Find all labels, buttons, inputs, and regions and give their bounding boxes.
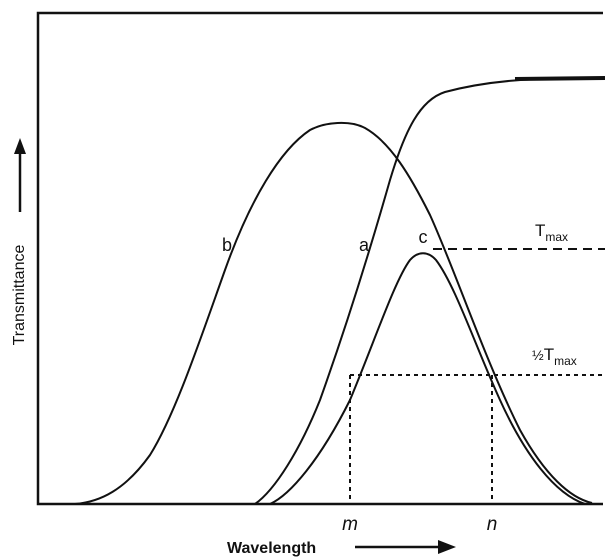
t-max-base: T (535, 221, 545, 240)
half-t-max-base: T (544, 345, 554, 364)
marker-m-label: m (342, 514, 358, 535)
curve-a-label: a (359, 235, 370, 255)
y-axis-label: Transmittance (11, 245, 28, 346)
x-axis-arrow-head (438, 540, 456, 554)
t-max-label: Tmax (535, 221, 568, 244)
plot-frame (36, 11, 603, 506)
y-axis-arrow-head (14, 138, 26, 154)
curve-b-label: b (222, 235, 232, 255)
half-t-max-label: ½Tmax (532, 345, 577, 368)
curve-a-plateau-mark (514, 76, 605, 81)
curve-c-label: c (419, 227, 428, 247)
t-max-sub: max (545, 230, 568, 244)
curve-b (74, 122, 593, 505)
half-t-max-sub: max (554, 354, 577, 368)
curve-a (254, 77, 605, 505)
marker-n-label: n (487, 514, 498, 535)
x-axis-label: Wavelength (227, 540, 316, 557)
curve-c (269, 252, 586, 505)
half-fraction: ½ (532, 347, 544, 363)
